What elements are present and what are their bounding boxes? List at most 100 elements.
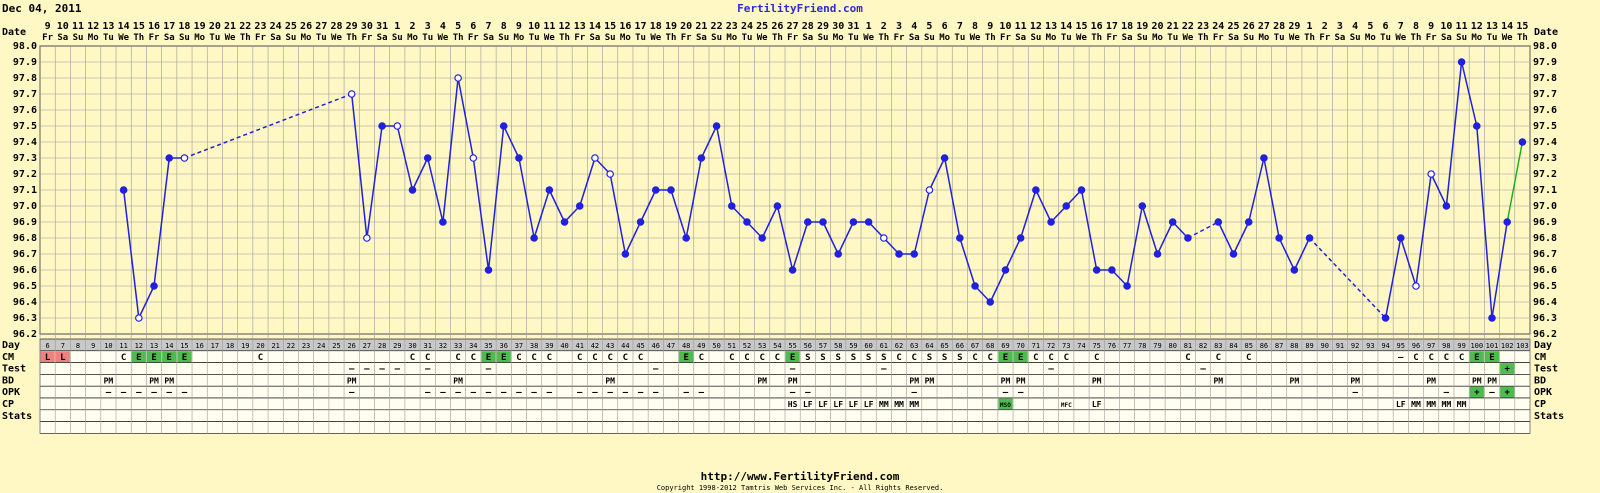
cp-value: MM	[894, 400, 904, 409]
cp-value: MM	[1426, 400, 1436, 409]
date-label: 24	[270, 21, 282, 32]
temp-point	[545, 186, 554, 194]
weekday-label: Sa	[1015, 33, 1026, 43]
y-tick-right: 96.4	[1533, 297, 1557, 308]
temp-point	[1472, 122, 1481, 130]
y-tick-left: 97.4	[13, 137, 37, 148]
cycle-day-label: 98	[1442, 342, 1450, 350]
weekday-label: Su	[285, 33, 296, 43]
temp-line-segment	[1247, 157, 1265, 223]
cycle-day-label: 25	[332, 342, 340, 350]
cycle-day-label: 10	[104, 342, 112, 350]
date-label: 8	[972, 21, 978, 32]
cycle-day-label: 71	[1032, 342, 1040, 350]
cycle-day-label: 17	[211, 342, 219, 350]
cm-value: C	[623, 353, 628, 363]
weekday-label: Th	[1091, 33, 1102, 43]
cm-value: E	[486, 353, 491, 363]
temp-line-segment	[548, 189, 566, 223]
cp-value: LF	[1092, 400, 1102, 409]
test-value: –	[379, 365, 385, 375]
temp-line-segment	[442, 77, 459, 223]
temp-line-segment	[1460, 61, 1478, 127]
temp-point	[667, 186, 675, 194]
cm-value: C	[1094, 353, 1099, 363]
temp-point	[393, 122, 402, 130]
cycle-day-label: 101	[1486, 342, 1499, 350]
footer-url[interactable]: http://www.FertilityFriend.com	[700, 470, 900, 483]
bd-value: PM	[347, 376, 357, 385]
opk-value: –	[638, 388, 644, 398]
cm-value: C	[592, 353, 597, 363]
date-label: 6	[942, 21, 948, 32]
cp-value: MM	[879, 400, 889, 409]
weekday-label: Fr	[894, 33, 905, 43]
y-tick-left: 96.3	[13, 313, 37, 324]
cm-value: C	[1033, 353, 1038, 363]
cm-cell-bg	[998, 351, 1013, 363]
date-label: 18	[178, 21, 190, 32]
opk-value: –	[516, 388, 522, 398]
temp-point	[1442, 202, 1451, 210]
date-label: 26	[1243, 21, 1255, 32]
weekday-label: Th	[133, 33, 144, 43]
date-label: 9	[1428, 21, 1434, 32]
temp-line-segment	[1156, 221, 1174, 255]
date-label: 19	[1136, 21, 1148, 32]
bd-value: PM	[788, 376, 798, 385]
cm-cell-bg	[496, 351, 511, 363]
cycle-day-label: 91	[1336, 342, 1344, 350]
date-label: 26	[771, 21, 783, 32]
date-label: 4	[911, 21, 917, 32]
temp-point	[895, 250, 903, 258]
temp-line-segment	[1415, 173, 1432, 287]
temp-point	[804, 218, 812, 226]
y-tick-right: 97.9	[1533, 57, 1557, 68]
cycle-day-label: 103	[1516, 342, 1529, 350]
cycle-day-label: 94	[1381, 342, 1389, 350]
weekday-label: Th	[559, 33, 570, 43]
cm-value: E	[1018, 353, 1023, 363]
opk-value: –	[1003, 388, 1009, 398]
weekday-label: Th	[453, 33, 464, 43]
cm-value: C	[1064, 353, 1069, 363]
date-label: 2	[1322, 21, 1328, 32]
temp-line-segment	[1491, 221, 1508, 319]
cm-value: C	[258, 353, 263, 363]
cm-cell-bg	[146, 351, 162, 363]
temp-line-segment	[1141, 205, 1159, 255]
date-label: 3	[425, 21, 431, 32]
temp-line-segment	[700, 125, 718, 159]
temp-point	[758, 234, 766, 242]
day-row-label: Day	[2, 340, 20, 351]
temp-line-segment	[487, 125, 505, 271]
temp-point	[408, 186, 417, 194]
test-value: –	[790, 365, 796, 375]
temp-point	[1290, 266, 1299, 274]
opk-value: –	[683, 388, 689, 398]
y-tick-right: 97.6	[1533, 105, 1557, 116]
test-value: –	[1200, 365, 1206, 375]
weekday-label: Tu	[316, 33, 327, 43]
bd-value: PM	[1001, 376, 1011, 385]
cm-value: E	[167, 353, 172, 363]
bd-value: PM	[453, 376, 463, 385]
site-name[interactable]: FertilityFriend.com	[737, 2, 863, 15]
cycle-day-label: 67	[971, 342, 979, 350]
temp-point	[1092, 266, 1101, 274]
temp-point	[1016, 234, 1025, 242]
weekday-label: Sa	[57, 33, 68, 43]
date-label: 18	[1121, 21, 1133, 32]
date-label: 9	[987, 21, 993, 32]
weekday-label: Su	[1350, 33, 1361, 43]
cycle-day-label: 31	[423, 342, 431, 350]
weekday-label: Tu	[529, 33, 540, 43]
temp-line-segment	[138, 285, 155, 319]
cycle-day-label: 35	[484, 342, 492, 350]
weekday-label: Su	[1456, 33, 1467, 43]
weekday-label: Tu	[848, 33, 859, 43]
date-label: 1	[866, 21, 872, 32]
date-label: 3	[1337, 21, 1343, 32]
cycle-day-label: 26	[347, 342, 355, 350]
temp-point	[1244, 218, 1253, 226]
